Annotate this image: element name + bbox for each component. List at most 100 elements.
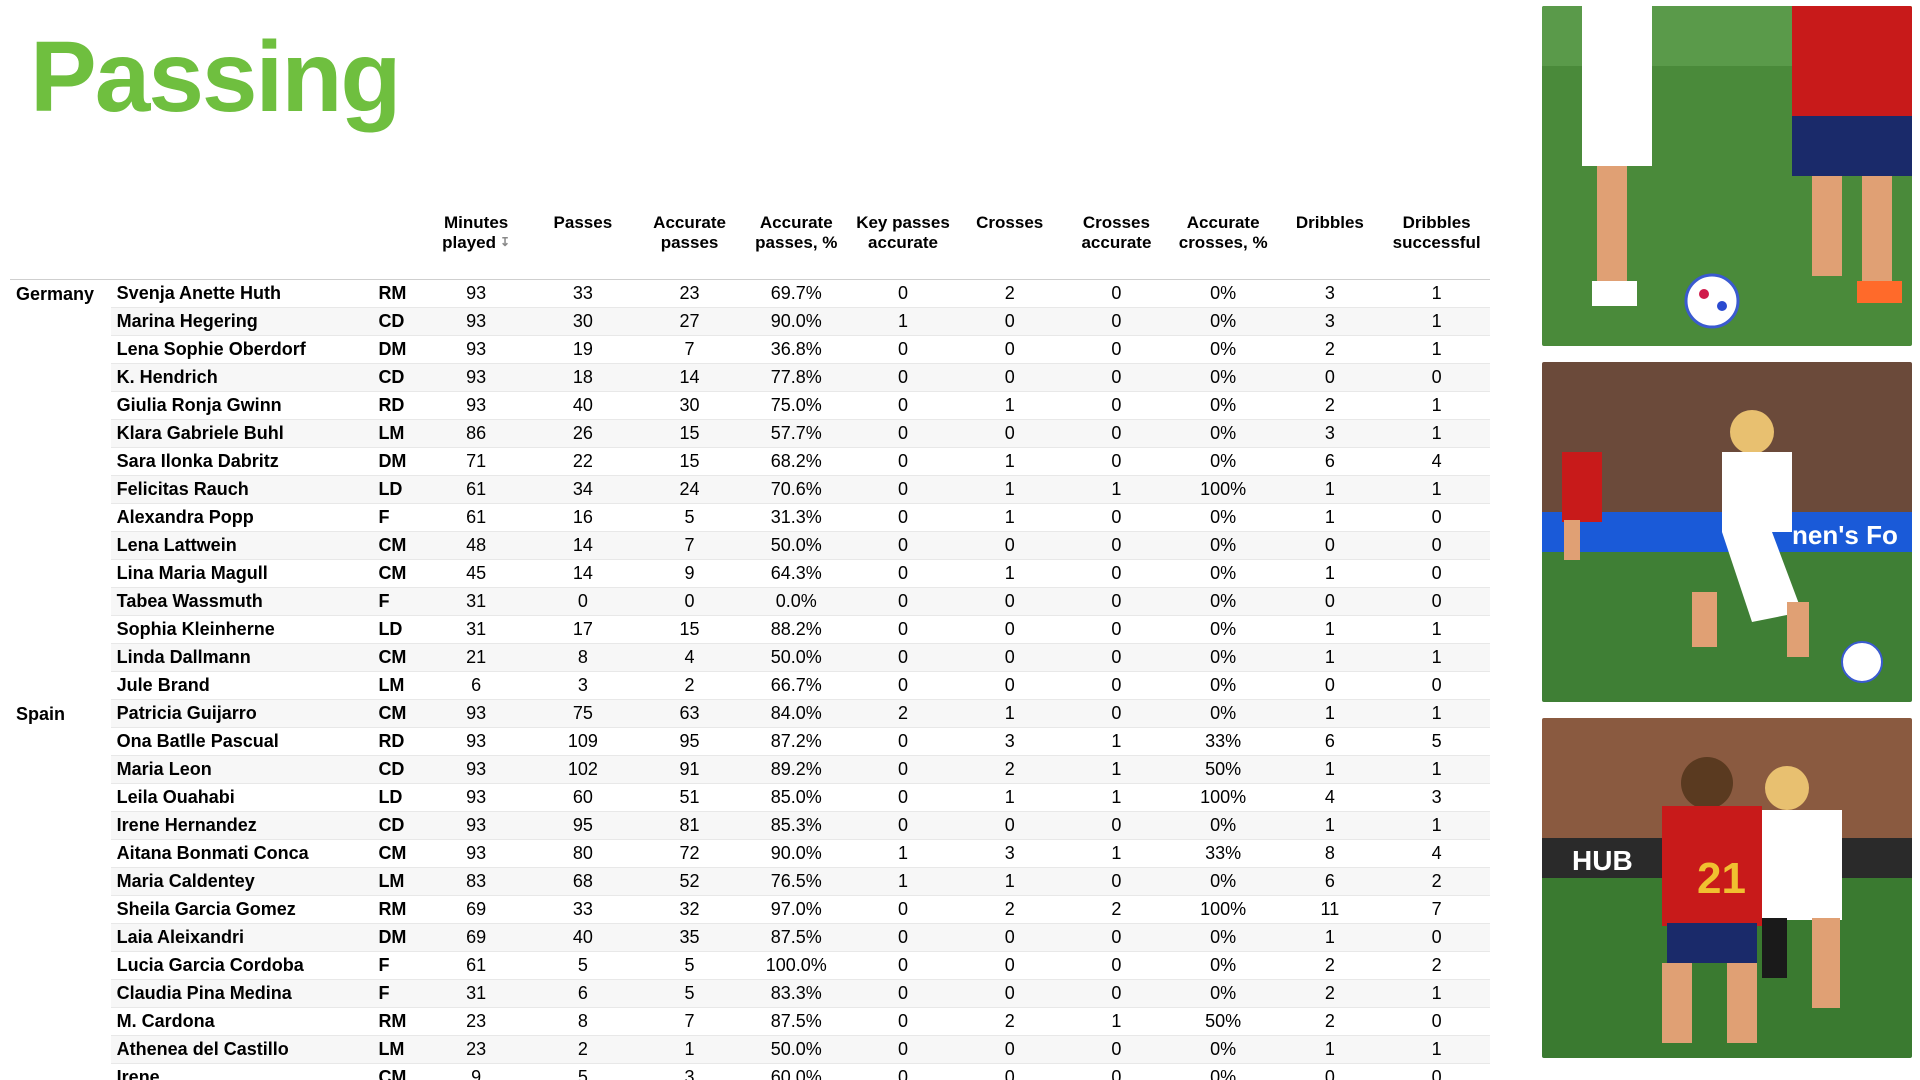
stat-cell: 0	[1063, 924, 1170, 952]
stat-cell: 3	[1277, 420, 1384, 448]
table-row: K. HendrichCD93181477.8%0000%00	[10, 364, 1490, 392]
player-name: Patricia Guijarro	[111, 700, 373, 728]
stat-cell: 84.0%	[743, 700, 850, 728]
player-position: CD	[372, 756, 422, 784]
stat-cell: 93	[423, 364, 530, 392]
stat-cell: 0	[1063, 1036, 1170, 1064]
col-minutes[interactable]: Minutes played↧	[423, 210, 530, 280]
stat-cell: 0	[850, 280, 957, 308]
stat-cell: 15	[636, 448, 743, 476]
stat-cell: 15	[636, 420, 743, 448]
player-position: CM	[372, 700, 422, 728]
stat-cell: 0	[850, 364, 957, 392]
player-name: Aitana Bonmati Conca	[111, 840, 373, 868]
stat-cell: 109	[529, 728, 636, 756]
svg-text:21: 21	[1697, 854, 1746, 903]
stat-cell: 7	[636, 336, 743, 364]
stat-cell: 1	[956, 868, 1063, 896]
stat-cell: 0	[850, 504, 957, 532]
stat-cell: 0	[850, 336, 957, 364]
stat-cell: 97.0%	[743, 896, 850, 924]
stat-cell: 93	[423, 700, 530, 728]
stat-cell: 95	[636, 728, 743, 756]
table-row: Klara Gabriele BuhlLM86261557.7%0000%31	[10, 420, 1490, 448]
player-position: RD	[372, 728, 422, 756]
stat-cell: 0%	[1170, 504, 1277, 532]
stat-cell: 75.0%	[743, 392, 850, 420]
stat-cell: 0	[850, 420, 957, 448]
stat-cell: 1	[1383, 336, 1490, 364]
stat-cell: 5	[636, 980, 743, 1008]
stat-cell: 33	[529, 896, 636, 924]
stat-cell: 4	[636, 644, 743, 672]
stat-cell: 60.0%	[743, 1064, 850, 1080]
stat-cell: 0	[1383, 532, 1490, 560]
stat-cell: 64.3%	[743, 560, 850, 588]
col-accurate-passes-pct[interactable]: Accurate passes, %	[743, 210, 850, 280]
stat-cell: 1	[956, 476, 1063, 504]
match-photo-middle: nen's Fo	[1542, 362, 1912, 702]
stat-cell: 0	[1383, 1008, 1490, 1036]
col-crosses[interactable]: Crosses	[956, 210, 1063, 280]
stat-cell: 0	[956, 616, 1063, 644]
stat-cell: 0	[850, 560, 957, 588]
stat-cell: 75	[529, 700, 636, 728]
stat-cell: 14	[529, 532, 636, 560]
stat-cell: 0	[850, 812, 957, 840]
stat-cell: 0	[850, 980, 957, 1008]
sort-indicator-icon: ↧	[500, 236, 510, 250]
stat-cell: 72	[636, 840, 743, 868]
player-position: CM	[372, 644, 422, 672]
stat-cell: 2	[636, 672, 743, 700]
table-row: Irene HernandezCD93958185.3%0000%11	[10, 812, 1490, 840]
player-position: F	[372, 980, 422, 1008]
stat-cell: 66.7%	[743, 672, 850, 700]
stat-cell: 71	[423, 448, 530, 476]
stat-cell: 1	[1277, 476, 1384, 504]
stat-cell: 0	[1063, 364, 1170, 392]
player-name: Lucia Garcia Cordoba	[111, 952, 373, 980]
stat-cell: 2	[1383, 868, 1490, 896]
stat-cell: 2	[1277, 980, 1384, 1008]
stat-cell: 23	[423, 1036, 530, 1064]
stat-cell: 40	[529, 392, 636, 420]
stat-cell: 1	[956, 560, 1063, 588]
stat-cell: 0	[850, 616, 957, 644]
player-position: LM	[372, 1036, 422, 1064]
col-passes[interactable]: Passes	[529, 210, 636, 280]
col-dribbles-successful[interactable]: Dribbles successful	[1383, 210, 1490, 280]
col-accurate-passes[interactable]: Accurate passes	[636, 210, 743, 280]
col-country	[10, 210, 111, 280]
stat-cell: 70.6%	[743, 476, 850, 504]
match-photo-top	[1542, 6, 1912, 346]
stat-cell: 1	[1383, 476, 1490, 504]
stat-cell: 0%	[1170, 280, 1277, 308]
stat-cell: 0	[1277, 588, 1384, 616]
stat-cell: 0	[1063, 532, 1170, 560]
table-header: Minutes played↧ Passes Accurate passes A…	[10, 210, 1490, 280]
stat-cell: 0	[956, 588, 1063, 616]
stat-cell: 1	[850, 840, 957, 868]
stat-cell: 1	[1383, 420, 1490, 448]
stat-cell: 81	[636, 812, 743, 840]
col-accurate-crosses-pct[interactable]: Accurate crosses, %	[1170, 210, 1277, 280]
player-name: Sheila Garcia Gomez	[111, 896, 373, 924]
stat-cell: 0	[850, 644, 957, 672]
stat-cell: 1	[1277, 1036, 1384, 1064]
player-name: Ona Batlle Pascual	[111, 728, 373, 756]
stat-cell: 1	[1063, 476, 1170, 504]
stat-cell: 0	[850, 672, 957, 700]
table-row: Giulia Ronja GwinnRD93403075.0%0100%21	[10, 392, 1490, 420]
player-position: LM	[372, 420, 422, 448]
col-key-passes[interactable]: Key passes accurate	[850, 210, 957, 280]
stat-cell: 0	[956, 812, 1063, 840]
stat-cell: 0%	[1170, 308, 1277, 336]
col-crosses-accurate[interactable]: Crosses accurate	[1063, 210, 1170, 280]
stat-cell: 14	[529, 560, 636, 588]
stat-cell: 0	[1063, 980, 1170, 1008]
stat-cell: 1	[1383, 616, 1490, 644]
stat-cell: 9	[423, 1064, 530, 1080]
player-position: LD	[372, 616, 422, 644]
stat-cell: 17	[529, 616, 636, 644]
col-dribbles[interactable]: Dribbles	[1277, 210, 1384, 280]
